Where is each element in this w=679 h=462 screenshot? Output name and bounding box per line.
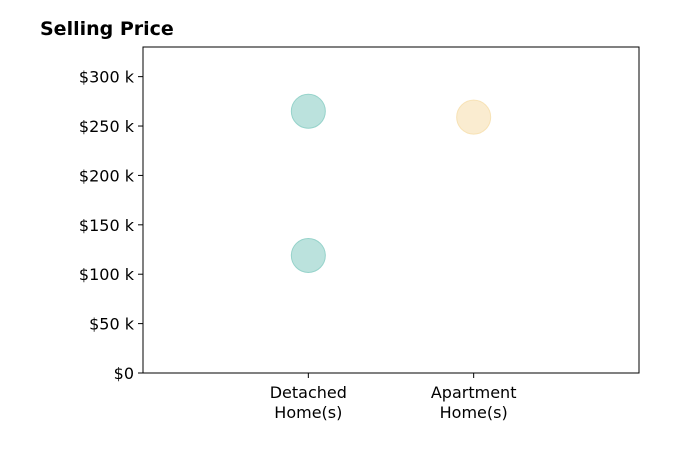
y-tick-label: $0 xyxy=(114,364,134,383)
chart-title: Selling Price xyxy=(40,18,174,40)
data-points xyxy=(290,93,492,273)
data-point xyxy=(290,237,326,273)
y-tick-label: $150 k xyxy=(79,216,135,235)
x-tick-label: Home(s) xyxy=(274,403,342,422)
x-tick-label: Home(s) xyxy=(440,403,508,422)
x-tick-label: Apartment xyxy=(431,383,517,402)
y-tick-label: $250 k xyxy=(79,117,135,136)
y-tick-label: $300 k xyxy=(79,68,135,87)
y-tick-label: $50 k xyxy=(89,315,135,334)
data-point xyxy=(290,93,326,129)
y-tick-label: $200 k xyxy=(79,166,135,185)
y-axis: $0 $50 k $100 k $150 k $200 k $250 k $300 k xyxy=(79,68,143,383)
y-tick-label: $100 k xyxy=(79,265,135,284)
plot-area xyxy=(142,46,640,374)
data-point xyxy=(456,99,492,135)
x-tick-label: Detached xyxy=(270,383,347,402)
